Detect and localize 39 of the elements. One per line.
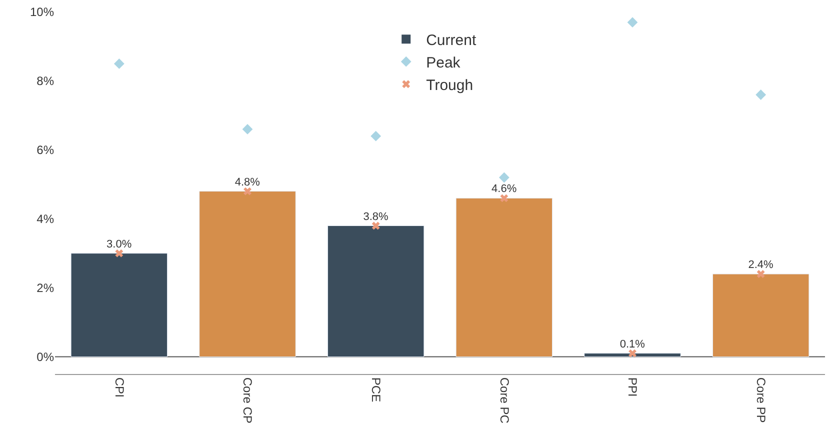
y-tick-label: 2%	[36, 281, 54, 296]
x-tick-label: Core PC	[497, 377, 512, 424]
bar	[456, 198, 553, 358]
x-tick-label: Core PP	[754, 377, 768, 423]
point	[498, 172, 510, 183]
point	[114, 58, 124, 69]
bar	[70, 253, 168, 358]
point	[756, 270, 765, 278]
y-tick-label: 10%	[30, 5, 54, 20]
point	[370, 130, 382, 142]
data-label: 3.0%	[106, 238, 132, 250]
y-tick-label: 6%	[36, 143, 54, 158]
bar	[712, 274, 810, 358]
data-label: 2.4%	[748, 259, 774, 272]
point	[372, 222, 380, 230]
x-tick-label: PPI	[626, 377, 640, 397]
point	[242, 124, 253, 134]
point	[244, 187, 252, 196]
legend-label: Current	[426, 32, 477, 49]
x-tick-label: Core CP	[240, 377, 255, 424]
legend-label: Trough	[426, 76, 474, 94]
x-tick-label: PCE	[368, 377, 383, 402]
y-tick-label: 0%	[36, 350, 54, 364]
legend-label: Peak	[426, 54, 461, 72]
y-tick-label: 8%	[36, 74, 54, 88]
point	[115, 249, 124, 258]
data-label: 0.1%	[620, 338, 646, 350]
data-label: 4.8%	[234, 176, 260, 188]
point	[500, 194, 508, 202]
data-label: 3.8%	[363, 210, 388, 223]
y-tick-label: 4%	[36, 212, 54, 226]
data-label: 4.6%	[492, 183, 517, 196]
bar	[199, 191, 296, 358]
bar	[327, 226, 424, 358]
bar	[584, 353, 681, 358]
point	[627, 17, 638, 28]
point	[628, 349, 636, 358]
point	[756, 90, 766, 100]
x-tick-label: CPI	[112, 377, 126, 398]
